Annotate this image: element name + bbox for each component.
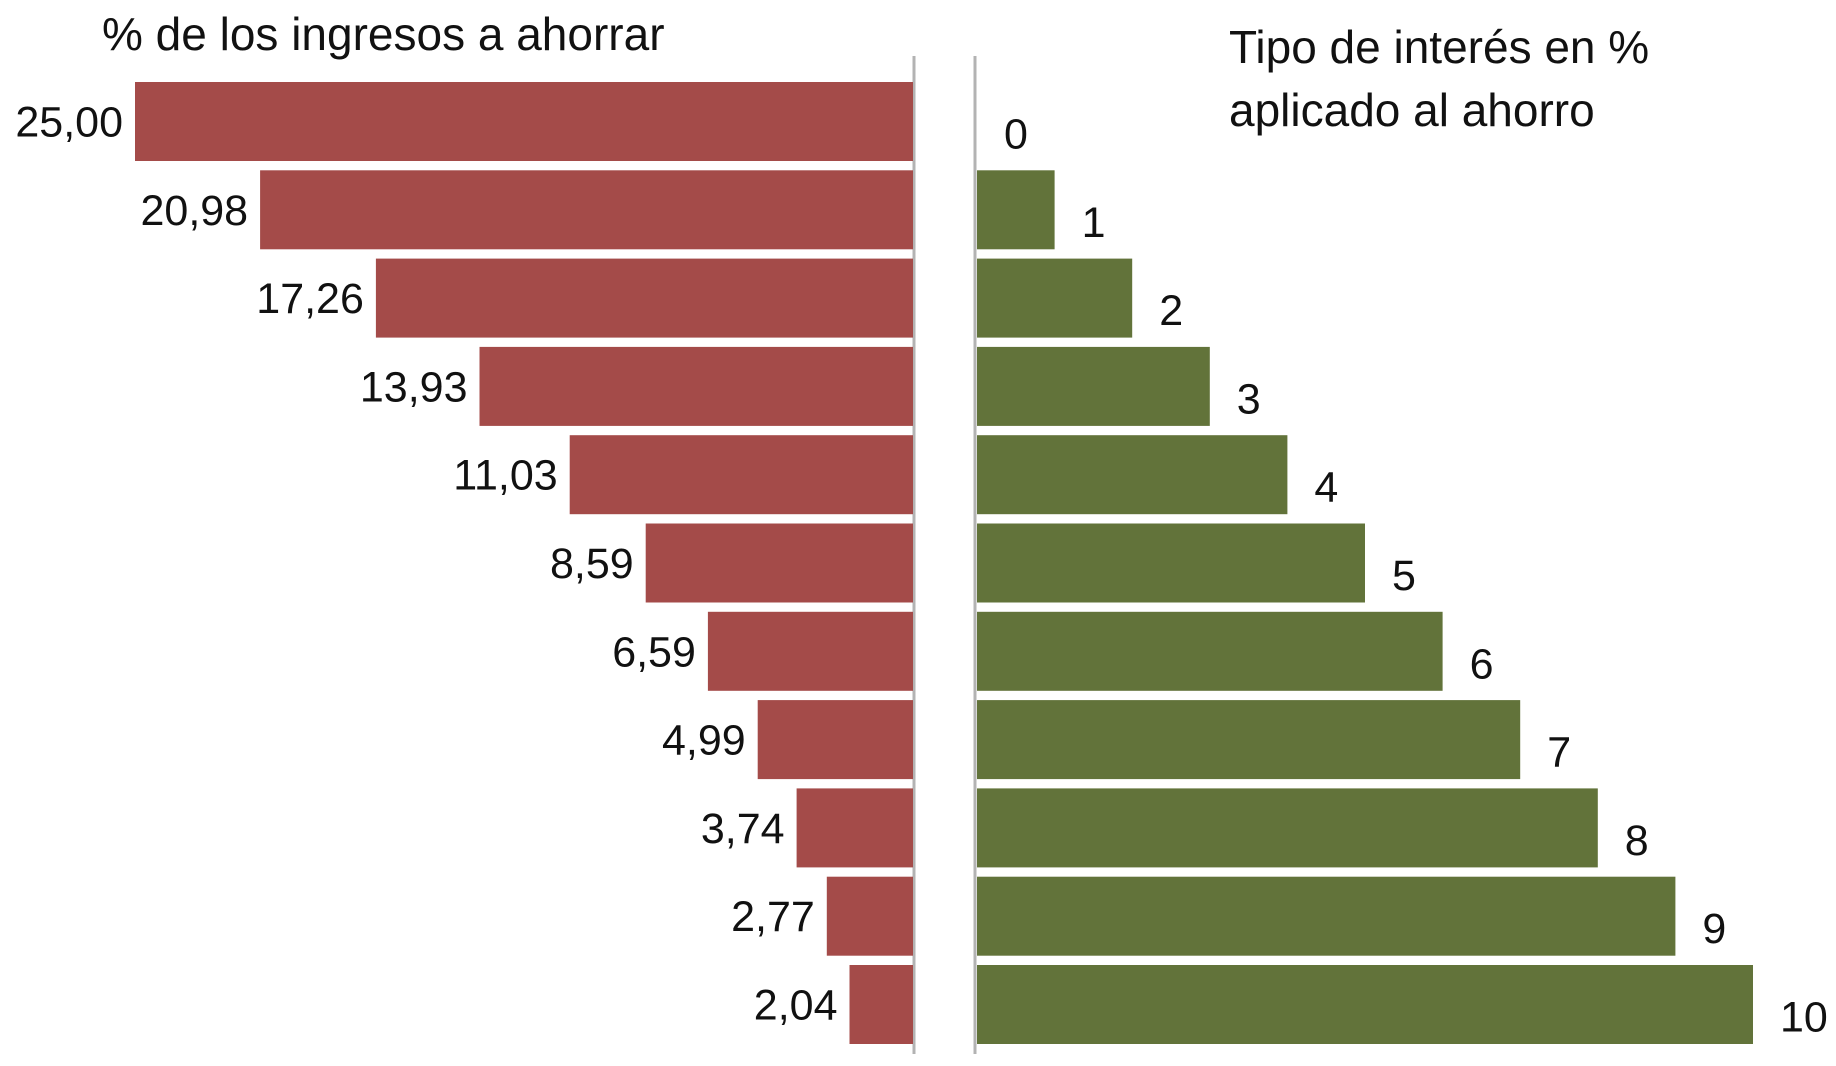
left-bar [375, 258, 913, 338]
left-bar [569, 435, 913, 515]
right-bar-value-label: 4 [1314, 464, 1338, 512]
right-bar [977, 258, 1133, 338]
left-chart-title: % de los ingresos a ahorrar [102, 8, 665, 60]
right-bar-value-label: 5 [1392, 552, 1416, 600]
right-bar [977, 523, 1365, 603]
left-bar [796, 788, 913, 868]
right-bar-value-label: 0 [1004, 111, 1028, 159]
left-bar-value-label: 2,04 [754, 982, 838, 1030]
left-bar-value-label: 4,99 [662, 717, 746, 765]
left-bar-value-label: 17,26 [256, 275, 364, 323]
left-bar-value-label: 20,98 [140, 187, 248, 235]
left-bar-value-label: 3,74 [701, 805, 785, 853]
right-bar [977, 346, 1210, 426]
right-bar [977, 700, 1521, 780]
right-bars-group: 0 1 2 3 4 5 6 7 8 9 10 [977, 111, 1828, 1044]
right-chart-title-line-2: aplicado al ahorro [1229, 84, 1595, 136]
left-bar-value-label: 13,93 [360, 363, 468, 411]
right-bar [977, 788, 1598, 868]
right-chart-title-line-1: Tipo de interés en % [1229, 21, 1649, 73]
right-bar-value-label: 2 [1159, 287, 1183, 335]
right-bar-value-label: 6 [1470, 640, 1494, 688]
left-bar [479, 346, 913, 426]
left-bar [645, 523, 913, 603]
right-bar-value-label: 1 [1082, 199, 1106, 247]
left-bar-value-label: 8,59 [550, 540, 634, 588]
left-bar-value-label: 11,03 [453, 452, 557, 500]
left-bar [135, 82, 913, 161]
right-bar [977, 876, 1676, 956]
right-bar-value-label: 10 [1780, 994, 1828, 1042]
left-bar [757, 700, 913, 780]
left-bar [826, 876, 913, 956]
right-bar [977, 965, 1753, 1044]
right-bar-value-label: 3 [1237, 375, 1261, 423]
left-bar-value-label: 6,59 [612, 628, 696, 676]
right-bar [977, 611, 1443, 691]
left-bar [707, 611, 913, 691]
right-bar-value-label: 7 [1547, 729, 1571, 777]
left-bar-value-label: 25,00 [15, 99, 123, 147]
left-bar [849, 965, 913, 1044]
right-bar-value-label: 9 [1702, 905, 1726, 953]
left-bar-value-label: 2,77 [731, 893, 815, 941]
right-bar [977, 170, 1055, 250]
right-bar [977, 435, 1288, 515]
right-bar-value-label: 8 [1625, 817, 1649, 865]
left-bar [260, 170, 914, 250]
